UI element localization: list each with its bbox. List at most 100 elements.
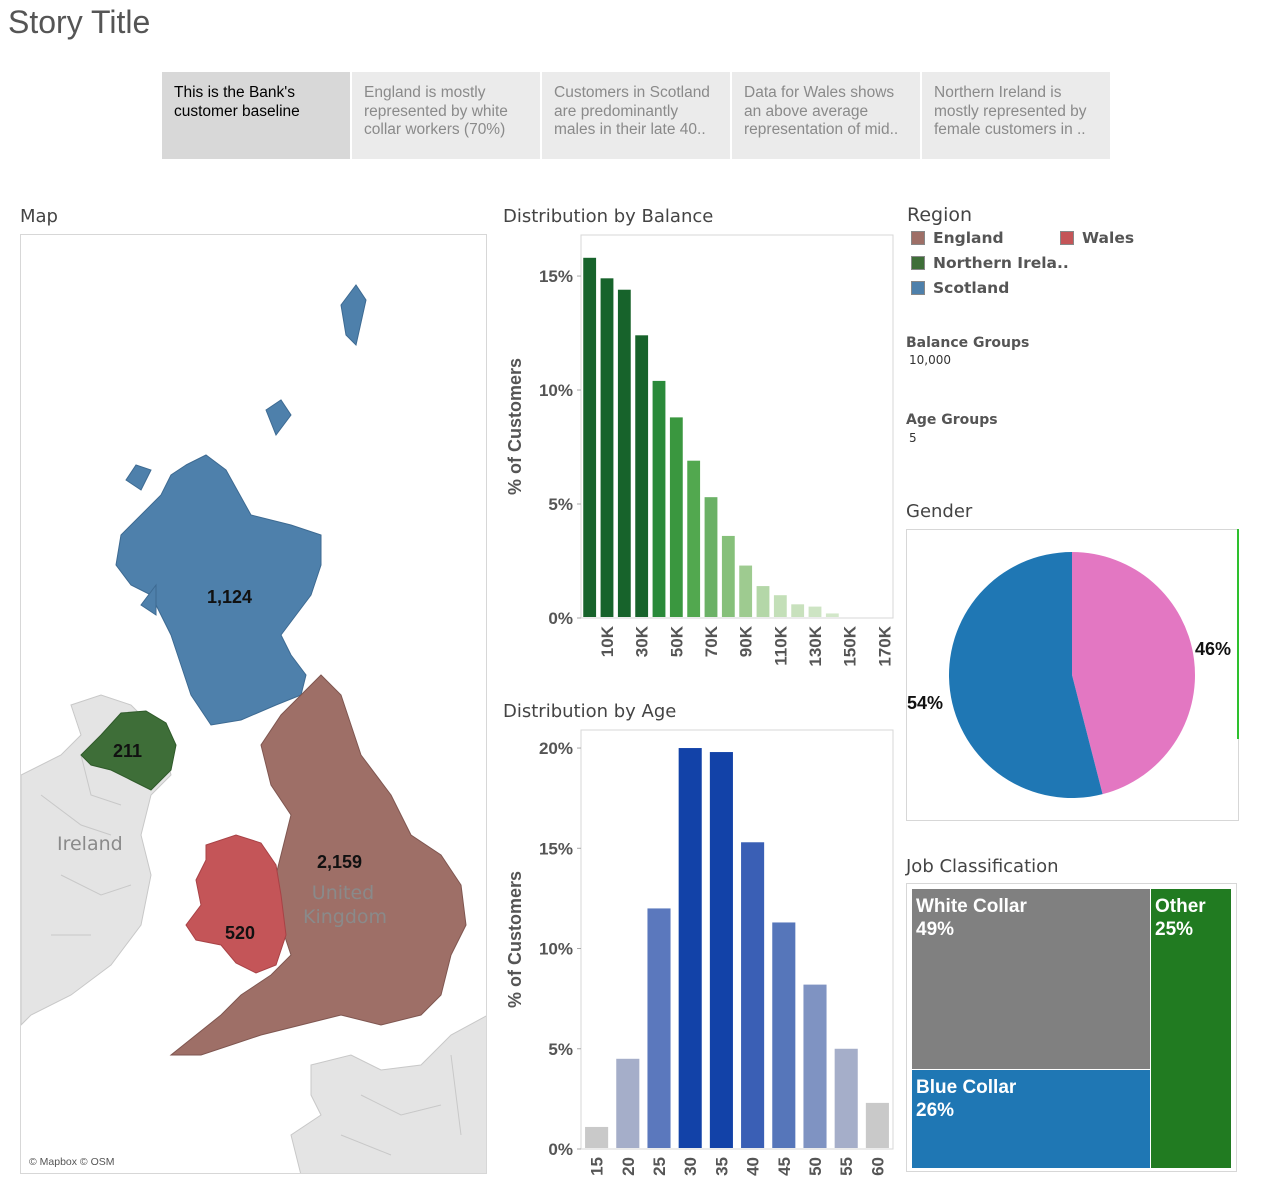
region-legend-title: Region — [907, 204, 973, 226]
balance-xtick-label: 70K — [702, 625, 721, 657]
gender-title: Gender — [906, 501, 973, 522]
treemap-other[interactable]: Other 25% — [1150, 888, 1232, 1169]
wales-count: 520 — [225, 923, 256, 943]
age-bar[interactable] — [709, 752, 733, 1148]
age-xtick-label: 45 — [775, 1157, 794, 1176]
balance-bar[interactable] — [635, 335, 649, 617]
white-collar-pct: 49% — [916, 919, 955, 940]
northern-ireland-shape — [80, 710, 177, 791]
age-ylabel: % of Customers — [505, 871, 525, 1008]
age-ytick-label: 0% — [548, 1140, 573, 1159]
map-panel[interactable]: 1,124 211 2,159 520 Ireland United Kingd… — [20, 234, 487, 1174]
treemap-white-collar[interactable]: White Collar 49% — [911, 888, 1151, 1070]
age-xtick-label: 55 — [837, 1157, 856, 1176]
other-pct: 25% — [1155, 919, 1194, 940]
gender-panel[interactable]: 46% 54% — [906, 529, 1239, 821]
balance-ylabel: % of Customers — [505, 358, 525, 495]
scotland-count: 1,124 — [207, 587, 253, 607]
age-plot-frame — [580, 729, 894, 1150]
balance-bar[interactable] — [773, 595, 787, 617]
age-bar[interactable] — [834, 1048, 858, 1148]
northern-ireland-count: 211 — [113, 741, 143, 761]
balance-bar[interactable] — [808, 606, 822, 617]
balance-bar[interactable] — [704, 497, 718, 617]
balance-bar[interactable] — [600, 278, 614, 617]
treemap-blue-collar[interactable]: Blue Collar 26% — [911, 1069, 1151, 1169]
age-xtick-label: 50 — [806, 1157, 825, 1176]
age-bar[interactable] — [585, 1126, 609, 1148]
legend-item-scotland[interactable]: Scotland — [911, 279, 1009, 297]
pie-slice[interactable] — [949, 552, 1103, 798]
legend-item-england[interactable]: England — [911, 229, 1004, 247]
balance-xtick-label: 90K — [737, 625, 756, 657]
balance-bar[interactable] — [652, 380, 666, 617]
age-chart[interactable]: 0% 5% 10% 15% 20% % of Customers 15 20 25 30 35 40 4… — [497, 725, 900, 1185]
story-point-1[interactable]: This is the Bank's customer baseline — [162, 72, 350, 159]
legend-swatch-england — [911, 231, 925, 245]
balance-xtick-label: 110K — [771, 625, 790, 665]
legend-swatch-northern-ireland — [911, 256, 925, 270]
balance-bar[interactable] — [583, 257, 597, 617]
map-canvas[interactable] — [21, 235, 487, 1174]
blue-collar-pct: 26% — [916, 1100, 955, 1121]
balance-bar[interactable] — [721, 535, 735, 617]
age-ytick-label: 20% — [539, 739, 573, 758]
age-bar[interactable] — [803, 984, 827, 1148]
age-xtick-label: 40 — [744, 1157, 763, 1176]
age-bar[interactable] — [616, 1058, 640, 1148]
balance-ytick-label: 5% — [548, 495, 573, 514]
age-ytick-label: 10% — [539, 940, 573, 959]
age-xtick-label: 35 — [712, 1157, 731, 1176]
legend-label-scotland: Scotland — [933, 279, 1010, 297]
balance-bar[interactable] — [617, 289, 631, 617]
map-title: Map — [20, 206, 58, 227]
age-bar[interactable] — [741, 842, 765, 1148]
balance-bar[interactable] — [687, 460, 701, 617]
age-bar[interactable] — [678, 748, 702, 1148]
age-bar[interactable] — [647, 908, 671, 1148]
balance-bar[interactable] — [756, 586, 770, 617]
balance-xtick-label: 130K — [806, 625, 825, 666]
story-point-2[interactable]: England is mostly represented by white c… — [352, 72, 540, 159]
balance-xtick-label: 170K — [875, 625, 894, 666]
age-ytick-label: 5% — [548, 1040, 573, 1059]
england-shape — [169, 674, 467, 1056]
age-xtick-label: 60 — [868, 1157, 887, 1176]
legend-item-wales[interactable]: Wales — [1060, 229, 1134, 247]
balance-ytick-label: 0% — [548, 609, 573, 628]
age-ytick-label: 15% — [539, 839, 573, 858]
balance-bar[interactable] — [739, 565, 753, 617]
age-bar[interactable] — [865, 1102, 889, 1148]
job-title: Job Classification — [906, 856, 1059, 877]
england-count: 2,159 — [317, 852, 363, 872]
gender-pie[interactable] — [907, 530, 1238, 820]
story-title: Story Title — [8, 4, 151, 40]
pie-label-female: 46% — [1195, 639, 1232, 659]
story-point-4[interactable]: Data for Wales shows an above average re… — [732, 72, 920, 159]
balance-ytick-label: 10% — [539, 381, 573, 400]
balance-bar[interactable] — [669, 417, 683, 617]
age-xtick-label: 25 — [650, 1157, 669, 1176]
balance-bar[interactable] — [825, 613, 839, 617]
balance-bar[interactable] — [791, 604, 805, 617]
uk-label-line1: United — [311, 882, 375, 904]
balance-ytick-label: 15% — [539, 267, 573, 286]
scotland-shape — [115, 454, 322, 726]
ireland-label: Ireland — [57, 833, 123, 855]
balance-groups-value[interactable]: 10,000 — [909, 353, 951, 367]
balance-chart[interactable]: 0% 5% 10% 15% % of Customers 10K 30K 50K 70K 90K 1… — [497, 230, 900, 685]
job-treemap[interactable]: White Collar 49% Blue Collar 26% Other 2… — [906, 883, 1237, 1172]
france-land — [290, 1015, 486, 1173]
scroll-indicator[interactable] — [1237, 529, 1239, 739]
blue-collar-label: Blue Collar — [916, 1077, 1017, 1098]
age-xtick-label: 15 — [588, 1157, 607, 1176]
legend-item-northern-ireland[interactable]: Northern Irela.. — [911, 254, 1069, 272]
age-bar[interactable] — [772, 922, 796, 1148]
map-attribution[interactable]: © Mapbox © OSM — [29, 1156, 115, 1168]
story-point-5[interactable]: Northern Ireland is mostly represented b… — [922, 72, 1110, 159]
balance-xtick-label: 10K — [598, 625, 617, 657]
story-point-3[interactable]: Customers in Scotland are predominantly … — [542, 72, 730, 159]
age-groups-value[interactable]: 5 — [909, 431, 917, 445]
other-label: Other — [1155, 896, 1206, 917]
pie-slice[interactable] — [1072, 552, 1195, 795]
